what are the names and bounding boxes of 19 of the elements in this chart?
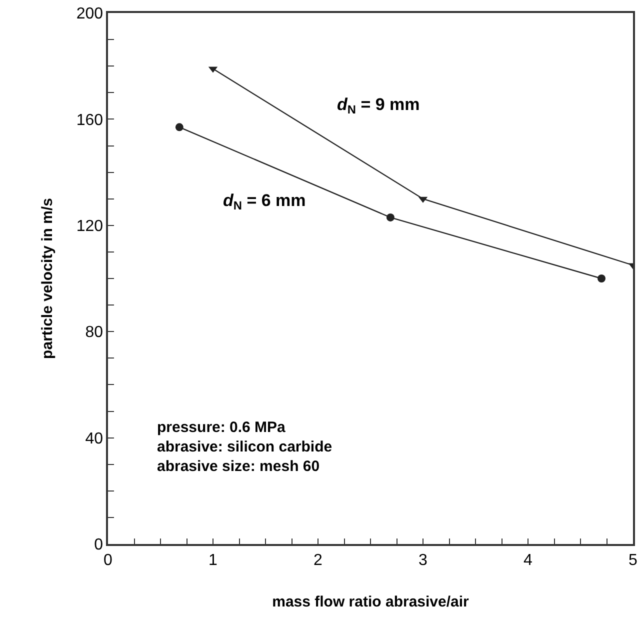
x-axis-title: mass flow ratio abrasive/air (272, 593, 470, 610)
y-tick-label: 200 (76, 6, 104, 23)
y-tick-label: 40 (85, 430, 104, 448)
y-axis-title: particle velocity in m/s (39, 198, 56, 359)
x-tick-label: 1 (208, 552, 218, 569)
x-tick-label: 2 (314, 552, 323, 569)
x-tick-label: 4 (524, 552, 533, 569)
y-tick-label: 160 (76, 112, 104, 129)
y-tick-label: 80 (85, 324, 104, 342)
point (175, 123, 184, 132)
x-tick-label: 5 (628, 552, 638, 569)
series-label: d$_{N}$ = 9 mm (337, 95, 420, 117)
x-tick-label: 3 (418, 552, 428, 569)
point (386, 213, 394, 222)
annotation: pressure: 0.6 MPa abrasive: silicon carbide abrasive size: mesh 60 (157, 419, 332, 475)
y-tick-label: 0 (94, 536, 104, 554)
point (598, 274, 606, 282)
series-label: d$_{N}$ = 6 mm (223, 191, 306, 213)
y-tick-label: 120 (76, 218, 104, 235)
